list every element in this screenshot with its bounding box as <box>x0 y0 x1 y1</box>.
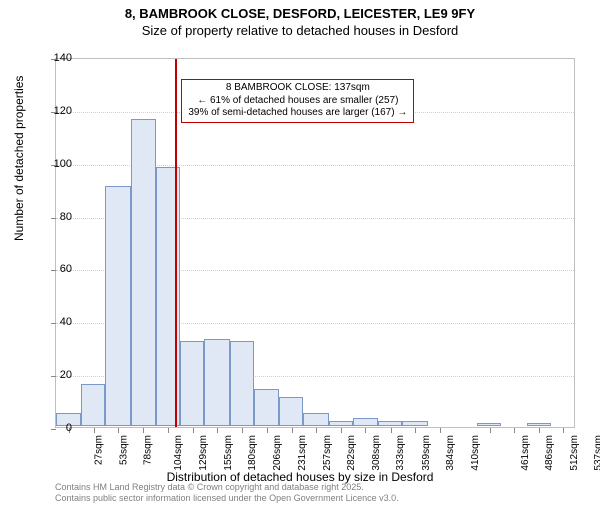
histogram-bar <box>204 339 229 426</box>
xtick-mark <box>440 428 441 433</box>
histogram-bar <box>378 421 402 426</box>
xtick-mark <box>341 428 342 433</box>
xtick-label: 308sqm <box>371 435 382 471</box>
xtick-mark <box>490 428 491 433</box>
xtick-label: 537sqm <box>593 435 600 471</box>
histogram-bar <box>254 389 279 426</box>
chart-container: 8, BAMBROOK CLOSE, DESFORD, LEICESTER, L… <box>0 6 600 506</box>
xtick-label: 27sqm <box>93 435 104 465</box>
xtick-mark <box>415 428 416 433</box>
histogram-bar <box>329 421 353 426</box>
xtick-label: 257sqm <box>322 435 333 471</box>
xtick-label: 129sqm <box>198 435 209 471</box>
histogram-bar <box>279 397 303 426</box>
xtick-mark <box>391 428 392 433</box>
histogram-bar <box>131 119 156 426</box>
xtick-label: 384sqm <box>445 435 456 471</box>
footer-line2: Contains public sector information licen… <box>55 493 399 504</box>
ytick-label: 20 <box>42 369 72 381</box>
xtick-label: 461sqm <box>520 435 531 471</box>
xtick-label: 206sqm <box>272 435 283 471</box>
xtick-label: 231sqm <box>297 435 308 471</box>
xtick-mark <box>365 428 366 433</box>
annotation-box: 8 BAMBROOK CLOSE: 137sqm← 61% of detache… <box>181 79 414 123</box>
xtick-mark <box>143 428 144 433</box>
ytick-label: 100 <box>42 158 72 170</box>
xtick-mark <box>292 428 293 433</box>
xtick-mark <box>539 428 540 433</box>
xtick-mark <box>193 428 194 433</box>
title-sub: Size of property relative to detached ho… <box>0 23 600 38</box>
xtick-mark <box>217 428 218 433</box>
xtick-label: 359sqm <box>421 435 432 471</box>
y-axis-label: Number of detached properties <box>12 76 26 241</box>
xtick-mark <box>514 428 515 433</box>
xtick-label: 410sqm <box>470 435 481 471</box>
footer-attribution: Contains HM Land Registry data © Crown c… <box>55 482 399 504</box>
histogram-bar <box>303 413 328 426</box>
xtick-mark <box>94 428 95 433</box>
histogram-bar <box>402 421 427 426</box>
histogram-bar <box>527 423 551 426</box>
xtick-mark <box>168 428 169 433</box>
histogram-bar <box>180 341 204 426</box>
footer-line1: Contains HM Land Registry data © Crown c… <box>55 482 399 493</box>
histogram-bar <box>353 418 378 426</box>
ytick-label: 140 <box>42 52 72 64</box>
reference-line <box>175 59 177 427</box>
histogram-bar <box>81 384 105 426</box>
ytick-label: 40 <box>42 316 72 328</box>
annotation-line: 8 BAMBROOK CLOSE: 137sqm <box>188 82 407 95</box>
xtick-mark <box>563 428 564 433</box>
ytick-label: 80 <box>42 211 72 223</box>
xtick-label: 333sqm <box>396 435 407 471</box>
xtick-label: 155sqm <box>223 435 234 471</box>
xtick-mark <box>118 428 119 433</box>
histogram-bar <box>105 186 130 427</box>
xtick-mark <box>267 428 268 433</box>
ytick-label: 60 <box>42 263 72 275</box>
xtick-label: 104sqm <box>173 435 184 471</box>
plot-area: 8 BAMBROOK CLOSE: 137sqm← 61% of detache… <box>55 58 575 428</box>
xtick-mark <box>242 428 243 433</box>
annotation-line: 39% of semi-detached houses are larger (… <box>188 107 407 120</box>
xtick-mark <box>316 428 317 433</box>
ytick-label: 120 <box>42 105 72 117</box>
ytick-label: 0 <box>42 422 72 434</box>
xtick-label: 282sqm <box>346 435 357 471</box>
xtick-label: 486sqm <box>544 435 555 471</box>
histogram-bar <box>230 341 254 426</box>
xtick-label: 180sqm <box>247 435 258 471</box>
xtick-label: 53sqm <box>118 435 129 465</box>
title-main: 8, BAMBROOK CLOSE, DESFORD, LEICESTER, L… <box>0 6 600 21</box>
xtick-label: 512sqm <box>569 435 580 471</box>
annotation-line: ← 61% of detached houses are smaller (25… <box>188 95 407 108</box>
histogram-bar <box>477 423 501 426</box>
xtick-label: 78sqm <box>143 435 154 465</box>
